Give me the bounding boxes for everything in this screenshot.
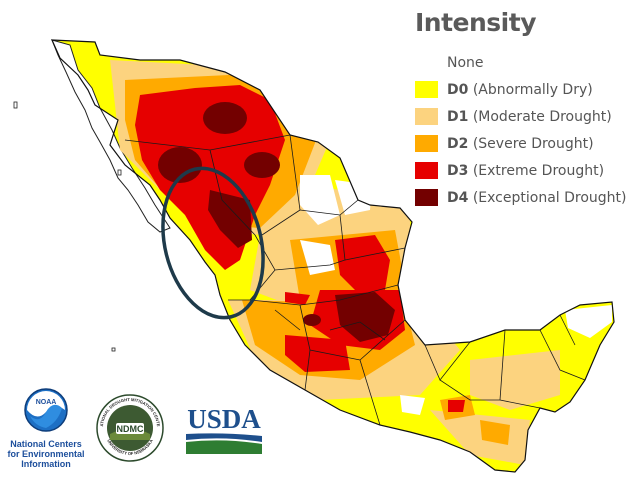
usda-logo: USDA: [184, 402, 264, 461]
legend-swatch-d2: [415, 135, 438, 152]
legend-swatch-d0: [415, 81, 438, 98]
state-boundaries: [124, 134, 586, 426]
legend-label: None: [447, 54, 484, 71]
ndmc-badge-text: NDMC: [117, 424, 144, 434]
legend-title: Intensity: [415, 8, 537, 37]
legend: Intensity None D0 (Abnormally Dry) D1 (M…: [415, 8, 637, 211]
logo-strip: NOAA National Centers for Environmental …: [0, 380, 280, 480]
legend-item-d3: D3 (Extreme Drought): [415, 157, 637, 184]
legend-swatch-d4: [415, 189, 438, 206]
d4-areas: [158, 102, 395, 342]
legend-label: D1 (Moderate Drought): [447, 108, 612, 125]
legend-swatch-none: [415, 54, 438, 71]
ndmc-seal-icon: NDMC NATIONAL DROUGHT MITIGATION CENTER …: [94, 390, 164, 462]
noaa-caption: National Centers for Environmental Infor…: [7, 439, 85, 469]
noaa-logo: NOAA National Centers for Environmental …: [5, 388, 87, 469]
noaa-emblem-icon: NOAA: [24, 388, 68, 432]
legend-item-d2: D2 (Severe Drought): [415, 130, 637, 157]
legend-item-d4: D4 (Exceptional Drought): [415, 184, 637, 211]
none-areas: [300, 175, 612, 415]
legend-label: D4 (Exceptional Drought): [447, 189, 627, 206]
usda-text: USDA: [187, 404, 261, 434]
legend-label: D0 (Abnormally Dry): [447, 81, 593, 98]
legend-item-none: None: [415, 49, 637, 76]
legend-label: D2 (Severe Drought): [447, 135, 594, 152]
baja-peninsula: [51, 39, 171, 233]
legend-item-d1: D1 (Moderate Drought): [415, 103, 637, 130]
legend-item-d0: D0 (Abnormally Dry): [415, 76, 637, 103]
islands: [13, 101, 122, 352]
legend-swatch-d1: [415, 108, 438, 125]
legend-swatch-d3: [415, 162, 438, 179]
ndmc-logo: NDMC NATIONAL DROUGHT MITIGATION CENTER …: [94, 390, 164, 467]
noaa-badge-text: NOAA: [36, 399, 57, 406]
usda-mark-icon: USDA: [186, 404, 262, 454]
highlight-ellipse: [161, 166, 265, 320]
legend-label: D3 (Extreme Drought): [447, 162, 605, 179]
